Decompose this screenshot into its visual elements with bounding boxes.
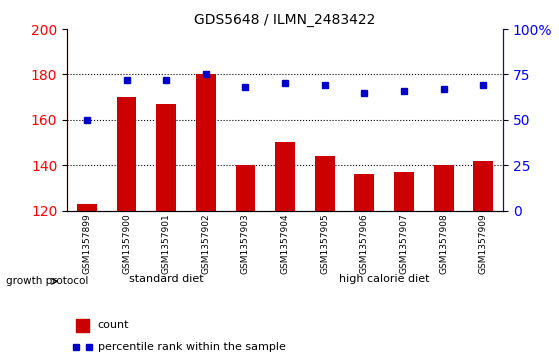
Text: growth protocol: growth protocol	[6, 276, 88, 286]
Text: high calorie diet: high calorie diet	[339, 274, 429, 284]
Text: GSM1357903: GSM1357903	[241, 213, 250, 274]
Text: GSM1357901: GSM1357901	[162, 213, 170, 274]
Bar	[235, 165, 255, 211]
Bar	[77, 204, 97, 211]
Bar	[394, 172, 414, 211]
Bar	[275, 142, 295, 211]
Bar	[76, 319, 89, 332]
Text: GSM1357909: GSM1357909	[479, 213, 488, 274]
Text: count: count	[98, 320, 129, 330]
Text: percentile rank within the sample: percentile rank within the sample	[98, 342, 286, 352]
Text: GSM1357906: GSM1357906	[360, 213, 369, 274]
Title: GDS5648 / ILMN_2483422: GDS5648 / ILMN_2483422	[195, 13, 376, 26]
Text: GSM1357902: GSM1357902	[201, 213, 210, 274]
Text: GSM1357904: GSM1357904	[281, 213, 290, 274]
Text: GSM1357900: GSM1357900	[122, 213, 131, 274]
Bar	[354, 174, 375, 211]
Bar	[473, 160, 493, 211]
Text: GSM1357907: GSM1357907	[400, 213, 409, 274]
Text: GSM1357905: GSM1357905	[320, 213, 329, 274]
Text: GSM1357899: GSM1357899	[82, 213, 92, 274]
Bar	[117, 97, 136, 211]
Bar	[434, 165, 453, 211]
Text: GSM1357908: GSM1357908	[439, 213, 448, 274]
Bar	[315, 156, 335, 211]
Bar	[196, 74, 216, 211]
Bar	[157, 104, 176, 211]
Text: standard diet: standard diet	[129, 274, 203, 284]
